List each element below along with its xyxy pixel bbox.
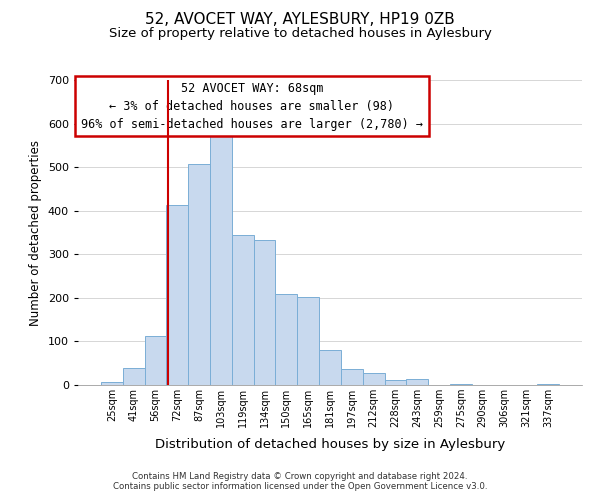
Text: 52 AVOCET WAY: 68sqm
← 3% of detached houses are smaller (98)
96% of semi-detach: 52 AVOCET WAY: 68sqm ← 3% of detached ho…: [81, 82, 423, 130]
Bar: [210, 134, 232, 385]
Bar: [123, 368, 145, 385]
Text: Contains HM Land Registry data © Crown copyright and database right 2024.: Contains HM Land Registry data © Crown c…: [132, 472, 468, 481]
Bar: [254, 240, 275, 385]
Bar: [275, 294, 297, 385]
Bar: [363, 373, 385, 385]
Text: 52, AVOCET WAY, AYLESBURY, HP19 0ZB: 52, AVOCET WAY, AYLESBURY, HP19 0ZB: [145, 12, 455, 28]
Bar: [406, 380, 428, 385]
Bar: [101, 382, 123, 385]
Text: Contains public sector information licensed under the Open Government Licence v3: Contains public sector information licen…: [113, 482, 487, 491]
Bar: [166, 204, 188, 385]
Bar: [188, 164, 210, 385]
Text: Size of property relative to detached houses in Aylesbury: Size of property relative to detached ho…: [109, 28, 491, 40]
Bar: [232, 234, 254, 385]
X-axis label: Distribution of detached houses by size in Aylesbury: Distribution of detached houses by size …: [155, 438, 505, 452]
Bar: [297, 297, 319, 385]
Bar: [145, 336, 166, 385]
Bar: [319, 350, 341, 385]
Bar: [537, 384, 559, 385]
Bar: [385, 380, 406, 385]
Bar: [450, 384, 472, 385]
Y-axis label: Number of detached properties: Number of detached properties: [29, 140, 42, 326]
Bar: [341, 369, 363, 385]
